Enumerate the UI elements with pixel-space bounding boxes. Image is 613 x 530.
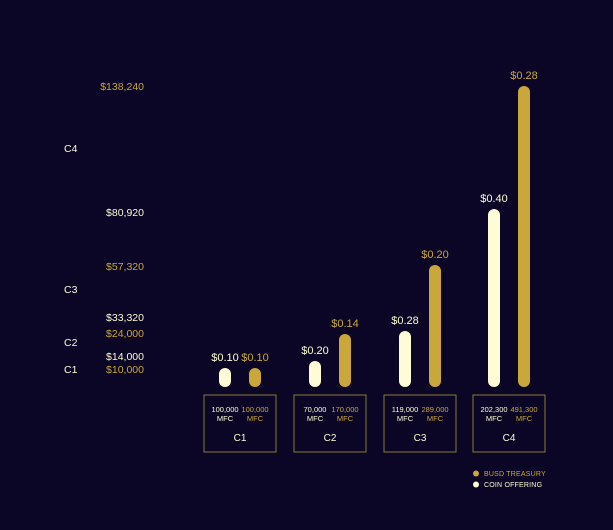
treasury-bar-c3	[429, 265, 441, 387]
offering-quantity-c2: 70,000	[304, 405, 327, 414]
treasury-quantity-c1: 100,000	[241, 405, 268, 414]
side-offering-total: $80,920	[106, 207, 144, 219]
offering-unit-c3: MFC	[397, 414, 414, 423]
offering-bar-c2	[309, 361, 321, 387]
offering-quantity-c1: 100,000	[211, 405, 238, 414]
category-box-c4	[472, 394, 546, 453]
legend-label: COIN OFFERING	[484, 482, 542, 489]
treasury-value-label-c1: $0.10	[241, 352, 269, 364]
treasury-quantity-c3: 289,000	[421, 405, 448, 414]
side-treasury-total: $24,000	[106, 328, 144, 340]
offering-value-label-c4: $0.40	[480, 193, 508, 205]
offering-value-label-c1: $0.10	[211, 352, 239, 364]
offering-quantity-c4: 202,300	[480, 405, 507, 414]
category-label-c1: C1	[234, 433, 247, 444]
treasury-unit-c4: MFC	[516, 414, 533, 423]
legend-label: BUSD TREASURY	[484, 471, 546, 478]
category-label-c2: C2	[324, 433, 337, 444]
legend-swatch	[473, 481, 479, 488]
side-category-label-c2: C2	[64, 337, 78, 349]
side-category-label-c4: C4	[64, 143, 78, 155]
offering-unit-c1: MFC	[217, 414, 234, 423]
treasury-unit-c3: MFC	[427, 414, 444, 423]
category-boxes: 100,000MFC100,000MFCC170,000MFC170,000MF…	[203, 394, 546, 453]
category-box-c2	[293, 394, 367, 453]
offering-bar-c3	[399, 331, 411, 387]
bars: $0.10 $0.10 $0.20 $0.14 $0.28 $0.20 $0.40 $0.28	[211, 70, 538, 387]
treasury-quantity-c2: 170,000	[331, 405, 358, 414]
side-treasury-total: $57,320	[106, 261, 144, 273]
side-category-label-c3: C3	[64, 284, 78, 296]
treasury-bar-c2	[339, 334, 351, 387]
category-box-c3	[383, 394, 457, 453]
offering-value-label-c2: $0.20	[301, 345, 329, 357]
treasury-bar-c1	[249, 368, 261, 387]
treasury-bar-c4	[518, 86, 530, 387]
category-label-c3: C3	[414, 433, 427, 444]
offering-value-label-c3: $0.28	[391, 315, 419, 327]
treasury-value-label-c2: $0.14	[331, 318, 359, 330]
offering-bar-c1	[219, 368, 231, 387]
treasury-quantity-c4: 491,300	[510, 405, 537, 414]
side-category-label-c1: C1	[64, 364, 78, 376]
side-treasury-total: $138,240	[100, 81, 144, 93]
side-offering-total: $14,000	[106, 351, 144, 363]
legend-swatch	[473, 470, 479, 477]
offering-bar-c4	[488, 209, 500, 387]
side-axis: C1 C2 C3 C4 $10,000 $24,000 $57,320 $138,240 $14…	[64, 81, 144, 376]
category-label-c4: C4	[503, 433, 516, 444]
category-box-c1	[203, 394, 277, 453]
legend: BUSD TREASURY COIN OFFERING	[473, 470, 546, 489]
treasury-unit-c2: MFC	[337, 414, 354, 423]
offering-unit-c2: MFC	[307, 414, 324, 423]
side-offering-total: $33,320	[106, 312, 144, 324]
treasury-value-label-c4: $0.28	[510, 70, 538, 82]
side-treasury-total: $10,000	[106, 364, 144, 376]
offering-quantity-c3: 119,000	[392, 405, 419, 414]
treasury-unit-c1: MFC	[247, 414, 264, 423]
offering-unit-c4: MFC	[486, 414, 503, 423]
treasury-value-label-c3: $0.20	[421, 249, 449, 261]
